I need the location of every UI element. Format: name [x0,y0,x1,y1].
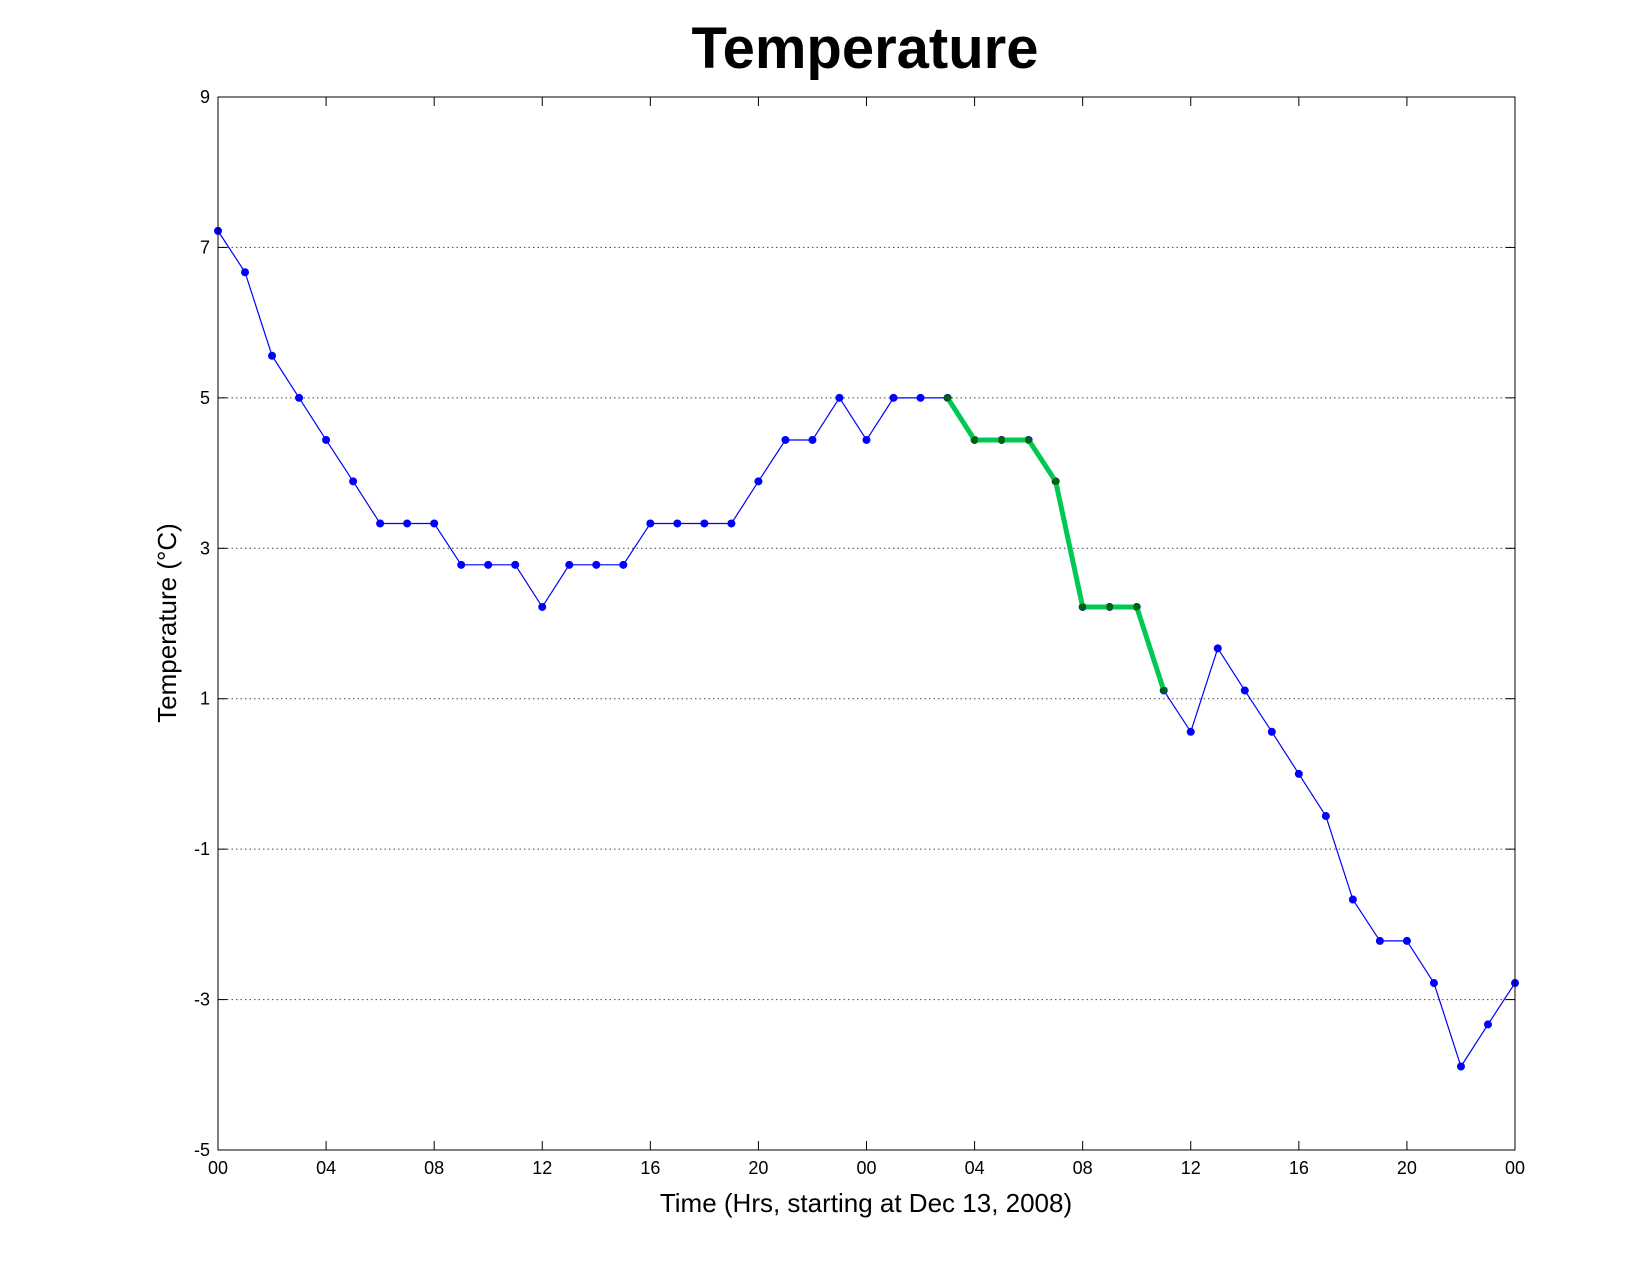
data-point [727,519,736,528]
data-point [916,393,925,402]
x-tick-labels: 00 04 08 12 16 20 00 04 08 12 16 20 00 [208,1158,1525,1178]
data-point [565,560,574,569]
data-point [619,560,628,569]
grid-lines [218,246,1515,1001]
y-tick-label: 5 [200,388,210,408]
data-point [646,519,655,528]
chart-title: Temperature [691,16,1038,81]
series-line-temperature [217,230,1516,1068]
x-tick-label: 20 [1397,1158,1417,1178]
y-axis-label: Temperature (°C) [152,523,182,723]
x-tick-label: 20 [748,1158,768,1178]
data-series [214,226,1519,1071]
x-tick-label: 12 [1181,1158,1201,1178]
highlight-data-point [1106,603,1114,611]
data-point [349,477,358,486]
x-tick-label: 00 [856,1158,876,1178]
axis-ticks [217,96,1516,1151]
data-point [295,393,304,402]
data-point [430,519,439,528]
data-point [835,393,844,402]
plot-frame [217,96,1516,1151]
data-point [538,602,547,611]
data-point [781,435,790,444]
x-tick-label: 12 [532,1158,552,1178]
y-tick-label: -5 [194,1140,210,1160]
y-tick-label: -3 [194,990,210,1010]
data-point [754,477,763,486]
data-point [241,268,250,277]
data-point [673,519,682,528]
data-point [1213,644,1222,653]
highlight-data-point [1160,686,1168,694]
y-tick-label: 3 [200,538,210,558]
x-tick-label: 04 [965,1158,985,1178]
data-point [889,393,898,402]
data-point [1429,979,1438,988]
data-point [1294,769,1303,778]
data-point [1456,1062,1465,1071]
data-point [1402,936,1411,945]
x-tick-label: 00 [208,1158,228,1178]
y-tick-label: -1 [194,839,210,859]
y-tick-label: 9 [200,87,210,107]
y-tick-label: 7 [200,237,210,257]
data-point [484,560,493,569]
x-tick-label: 16 [640,1158,660,1178]
data-point [457,560,466,569]
x-tick-label: 04 [316,1158,336,1178]
series-line-highlight [945,396,1167,692]
highlight-data-point [1025,436,1033,444]
y-tick-labels: -5 -3 -1 1 3 5 7 9 [194,87,210,1160]
data-point [403,519,412,528]
data-point [592,560,601,569]
y-tick-label: 1 [200,689,210,709]
data-point [1483,1020,1492,1029]
data-point [1375,936,1384,945]
data-point [322,435,331,444]
x-tick-label: 08 [1073,1158,1093,1178]
highlight-data-point [1133,603,1141,611]
data-point [511,560,520,569]
data-point [376,519,385,528]
data-point [1267,727,1276,736]
data-point [1348,895,1357,904]
x-tick-label: 08 [424,1158,444,1178]
x-axis-label: Time (Hrs, starting at Dec 13, 2008) [660,1188,1072,1218]
data-point [808,435,817,444]
data-point [700,519,709,528]
data-point [1186,727,1195,736]
x-tick-label: 16 [1289,1158,1309,1178]
data-point [1321,812,1330,821]
x-tick-label: 00 [1505,1158,1525,1178]
highlight-data-point [1079,603,1087,611]
data-point [268,351,277,360]
data-point [862,435,871,444]
highlight-data-point [944,394,952,402]
highlight-data-point [971,436,979,444]
data-point [1240,686,1249,695]
highlight-data-point [998,436,1006,444]
highlight-data-point [1052,477,1060,485]
